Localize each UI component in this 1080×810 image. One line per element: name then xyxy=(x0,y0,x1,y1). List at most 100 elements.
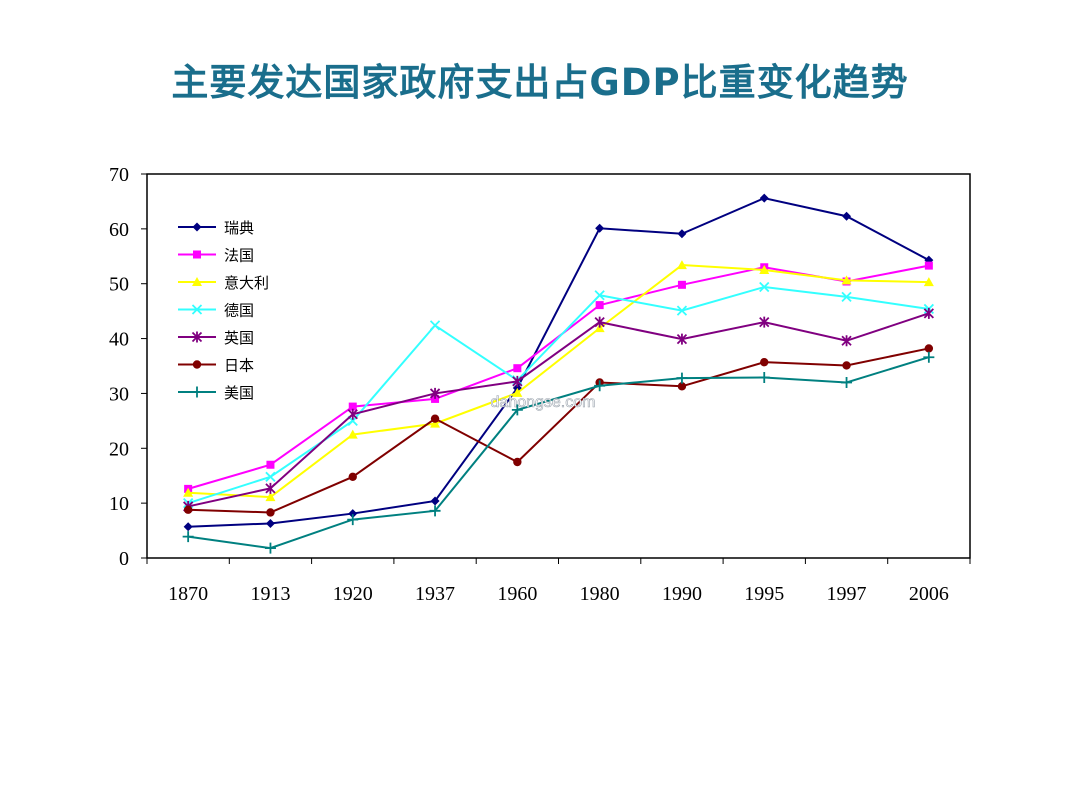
series-英国 xyxy=(183,307,934,512)
data-point xyxy=(841,275,852,285)
series-意大利 xyxy=(183,260,934,502)
data-point xyxy=(512,387,523,397)
data-point xyxy=(924,344,934,353)
data-point xyxy=(192,222,202,232)
data-point xyxy=(265,518,275,528)
data-point xyxy=(595,301,604,310)
y-tick-label: 40 xyxy=(109,329,129,351)
data-point xyxy=(594,290,605,301)
legend-entry: 日本 xyxy=(178,357,254,375)
data-point xyxy=(923,307,934,319)
page-title: 主要发达国家政府支出占GDP比重变化趋势 xyxy=(171,61,909,104)
data-point xyxy=(183,505,193,514)
legend-entry: 英国 xyxy=(178,329,254,347)
series-line xyxy=(187,312,930,508)
data-point xyxy=(760,357,769,367)
data-point xyxy=(595,223,605,233)
series-line xyxy=(188,347,930,514)
data-point xyxy=(923,277,934,287)
series-line xyxy=(187,285,929,505)
data-point xyxy=(347,514,359,526)
legend-label: 意大利 xyxy=(224,274,269,292)
data-point xyxy=(430,496,440,506)
legend-label: 英国 xyxy=(224,329,254,347)
data-point xyxy=(348,472,357,482)
data-point xyxy=(676,305,688,316)
y-tick-label: 10 xyxy=(109,493,129,515)
data-point xyxy=(758,372,770,384)
data-point xyxy=(430,414,440,423)
x-tick-label: 1997 xyxy=(827,583,867,605)
data-point xyxy=(347,408,358,420)
data-point xyxy=(512,375,523,387)
x-tick-label: 1870 xyxy=(168,583,208,605)
legend-entry: 瑞典 xyxy=(178,219,254,237)
data-point xyxy=(192,360,202,369)
data-point xyxy=(182,531,194,543)
x-tick-label: 1937 xyxy=(415,583,455,605)
series-美国 xyxy=(182,351,935,554)
data-point xyxy=(429,505,441,517)
x-tick-label: 1990 xyxy=(662,583,702,605)
y-tick-label: 50 xyxy=(109,274,129,296)
y-tick-label: 60 xyxy=(109,219,129,241)
data-point xyxy=(183,487,194,497)
data-point xyxy=(192,277,202,286)
x-tick-label: 1913 xyxy=(250,583,290,605)
data-point xyxy=(347,429,358,439)
data-point xyxy=(348,509,358,519)
data-point xyxy=(841,335,852,347)
x-tick-label: 1920 xyxy=(333,583,373,605)
data-point xyxy=(924,261,933,270)
data-point xyxy=(677,229,687,239)
data-point xyxy=(594,323,605,333)
legend-label: 美国 xyxy=(224,384,254,402)
data-point xyxy=(513,457,522,467)
data-point xyxy=(759,265,770,274)
data-point xyxy=(266,460,275,469)
legend-label: 瑞典 xyxy=(224,219,254,237)
data-point xyxy=(594,380,606,392)
data-point xyxy=(759,281,770,293)
data-point xyxy=(265,482,276,494)
y-tick-label: 30 xyxy=(109,383,129,405)
legend-entry: 美国 xyxy=(178,384,254,402)
data-point xyxy=(759,316,770,328)
data-point xyxy=(511,404,523,416)
legend-entry: 法国 xyxy=(178,247,254,265)
legend-entry: 意大利 xyxy=(178,274,269,292)
legend-label: 日本 xyxy=(224,357,254,375)
series-瑞典 xyxy=(183,193,934,532)
series-line xyxy=(188,356,930,550)
data-point xyxy=(429,387,441,399)
data-point xyxy=(676,333,688,345)
series-line xyxy=(188,264,929,499)
series-line xyxy=(188,197,930,528)
data-point xyxy=(842,211,852,221)
data-point xyxy=(513,364,522,373)
data-point xyxy=(430,418,441,428)
data-point xyxy=(677,382,687,391)
data-point xyxy=(265,492,276,502)
data-point xyxy=(676,372,688,384)
y-tick-label: 20 xyxy=(109,438,129,460)
data-point xyxy=(429,320,441,331)
data-point xyxy=(191,304,203,315)
legend-label: 法国 xyxy=(224,247,254,265)
x-tick-label: 1960 xyxy=(497,583,537,605)
data-point xyxy=(191,386,203,398)
data-point xyxy=(676,260,687,270)
y-tick-label: 0 xyxy=(119,548,129,570)
legend-entry: 德国 xyxy=(178,302,254,320)
watermark: dahongse.com xyxy=(491,394,596,411)
data-point xyxy=(183,522,193,532)
x-tick-label: 1980 xyxy=(580,583,620,605)
data-point xyxy=(193,250,201,259)
plot-area xyxy=(146,173,971,559)
data-point xyxy=(265,471,276,482)
data-point xyxy=(841,291,852,303)
data-point xyxy=(677,280,686,289)
data-point xyxy=(841,376,853,388)
